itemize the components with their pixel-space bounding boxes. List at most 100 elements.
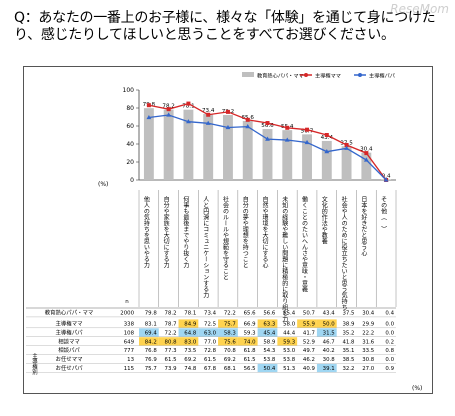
table-cell: 38.9 xyxy=(342,322,355,328)
table-cell: 67.8 xyxy=(204,366,217,372)
table-cell: 76.8 xyxy=(145,348,158,354)
table-cell: 58.0 xyxy=(283,322,296,328)
table-cell: 0.9 xyxy=(385,366,394,372)
legend-label: 主導権パパ xyxy=(369,72,395,80)
category-label: 日本を好きだと思う心 xyxy=(360,196,367,256)
table-cell-highlight xyxy=(257,319,278,328)
y-tick-label: 20 xyxy=(126,159,134,166)
bar-data-label: 30.4 xyxy=(360,147,373,153)
table-cell-highlight xyxy=(277,337,298,346)
table-cell-highlight xyxy=(257,363,278,373)
y-tick-label: 40 xyxy=(126,141,134,148)
series-point xyxy=(225,109,230,114)
series-point xyxy=(146,114,152,120)
table-cell: 58.9 xyxy=(263,339,276,345)
bar-data-label: 0.4 xyxy=(382,174,391,180)
series-point xyxy=(265,136,270,141)
chart-frame: 教育熱心パパ・ママ主導権ママ主導権パパ020406080100(%)79.878… xyxy=(23,66,433,394)
table-cell: 73.5 xyxy=(184,348,196,354)
table-cell: 72.8 xyxy=(204,348,217,354)
table-cell: 84.9 xyxy=(184,322,197,328)
table-cell-highlight xyxy=(218,319,238,328)
series-point xyxy=(166,107,171,112)
table-cell-highlight xyxy=(178,328,199,337)
bar-data-label: 78.2 xyxy=(162,104,174,110)
table-cell: 35.1 xyxy=(342,348,354,354)
table-cell: 69.4 xyxy=(145,330,158,336)
table-cell: 75.6 xyxy=(224,339,237,345)
table-cell-highlight xyxy=(178,337,199,346)
table-cell-highlight xyxy=(316,363,337,373)
series-point xyxy=(186,119,191,124)
series-point xyxy=(265,121,270,126)
bar xyxy=(163,109,174,180)
table-cell: 65.6 xyxy=(244,311,257,317)
table-cell: 40.2 xyxy=(323,348,335,354)
table-cell-highlight xyxy=(218,337,238,346)
y-tick-label: 80 xyxy=(126,105,134,112)
category-label: 自然や環境を大切にする心 xyxy=(261,195,268,268)
series-point xyxy=(186,101,191,106)
series-point xyxy=(146,103,151,108)
table-cell: 32.2 xyxy=(342,366,354,372)
table-cell: 45.4 xyxy=(263,330,276,336)
bar xyxy=(321,140,332,180)
table-unit-label: (%) xyxy=(412,385,422,392)
series-point xyxy=(324,149,330,154)
table-cell: 0.0 xyxy=(385,322,394,328)
bar xyxy=(341,146,352,180)
table-row-n: 108 xyxy=(124,330,135,336)
series-point xyxy=(245,117,250,122)
table-cell: 30.4 xyxy=(362,311,375,317)
category-label: その他（ ） xyxy=(380,196,387,232)
table-cell-highlight xyxy=(316,319,337,328)
series-point xyxy=(383,177,389,182)
table-row-label: 主導権パパ xyxy=(56,328,84,336)
table-cell: 78.2 xyxy=(165,311,177,317)
table-row-n: 338 xyxy=(124,322,135,328)
table-cell: 75.7 xyxy=(224,322,236,328)
table-cell: 59.3 xyxy=(283,339,295,345)
series-point xyxy=(245,124,251,129)
series-point xyxy=(364,151,369,156)
table-cell-highlight xyxy=(139,337,159,346)
table-row-label: 相談ママ xyxy=(58,337,80,345)
table-cell: 72.2 xyxy=(224,311,236,317)
table-cell: 27.0 xyxy=(362,366,375,372)
category-label: 自分の夢や理想を持つこと xyxy=(241,195,248,268)
table-cell: 73.9 xyxy=(165,366,178,372)
axis-unit-label: (%) xyxy=(98,181,108,188)
table-cell-highlight xyxy=(198,328,219,337)
table-cell: 61.5 xyxy=(204,357,216,363)
bar xyxy=(183,109,194,180)
table-row-n: 115 xyxy=(124,366,134,372)
table-cell: 53.8 xyxy=(283,357,296,363)
table-row-label: お任せママ xyxy=(56,355,83,363)
bar xyxy=(302,134,312,180)
table-row-label: 教育熱心パパ・ママ xyxy=(45,309,94,317)
table-cell: 74.8 xyxy=(184,366,197,372)
series-point xyxy=(305,127,310,132)
table-cell: 76.9 xyxy=(145,357,158,363)
table-cell: 83.1 xyxy=(145,322,157,328)
table-cell: 53.8 xyxy=(263,357,276,363)
question-prefix: Q： xyxy=(14,10,39,26)
bar xyxy=(262,129,273,180)
table-cell-highlight xyxy=(158,337,179,346)
table-cell: 56.5 xyxy=(244,366,256,372)
category-label: 自分や家族を大切にする力 xyxy=(162,195,169,269)
table-cell: 66.9 xyxy=(244,322,257,328)
table-row-label: 相談パパ xyxy=(58,346,80,354)
table-cell: 61.8 xyxy=(244,348,257,354)
table-cell: 50.4 xyxy=(263,366,276,372)
table-cell: 72.2 xyxy=(165,330,177,336)
table-cell: 77.3 xyxy=(165,348,177,354)
table-cell-highlight xyxy=(139,328,159,337)
table-cell: 55.9 xyxy=(303,322,316,328)
y-tick-label: 60 xyxy=(126,123,134,130)
table-cell: 55.4 xyxy=(283,311,296,317)
table-row-n: 2000 xyxy=(120,311,134,317)
table-cell: 50.7 xyxy=(303,311,315,317)
series-point xyxy=(363,157,369,162)
bar xyxy=(203,113,214,180)
